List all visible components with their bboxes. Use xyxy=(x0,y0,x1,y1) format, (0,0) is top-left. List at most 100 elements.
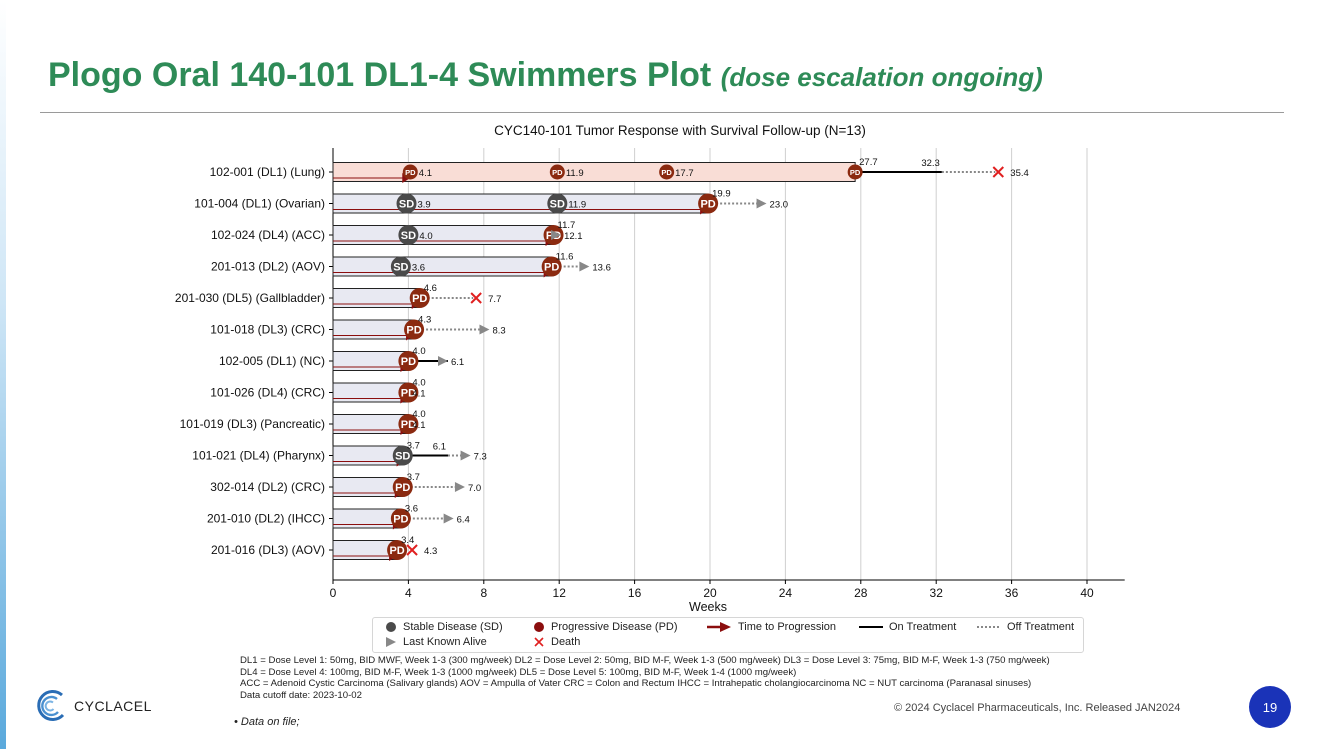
patient-label: 101-018 (DL3) (CRC) xyxy=(210,323,325,337)
sd-marker xyxy=(398,225,419,245)
sd-marker xyxy=(547,193,568,214)
pd-marker-icon xyxy=(534,622,544,632)
legend-label-pd: Progressive Disease (PD) xyxy=(551,621,678,633)
patient-label: 102-001 (DL1) (Lung) xyxy=(210,165,325,179)
patient-label: 201-010 (DL2) (IHCC) xyxy=(207,512,325,526)
treatment-bar xyxy=(332,382,409,403)
marker-label: SD xyxy=(401,230,416,242)
patient-label: 201-013 (DL2) (AOV) xyxy=(211,260,325,274)
treatment-bar xyxy=(332,225,555,245)
note-line: DL4 = Dose Level 4: 100mg, BID M-F, Week… xyxy=(240,666,797,678)
assessment-value-label: 4.6 xyxy=(424,283,437,294)
legend-label-ttp: Time to Progression xyxy=(738,621,837,633)
treatment-bar xyxy=(332,256,553,277)
on-treatment-end-label: 32.3 xyxy=(921,158,940,169)
assessment-value-label: 4.0 xyxy=(412,346,425,357)
legend-label-alive: Last Known Alive xyxy=(403,636,487,648)
marker-label: PD xyxy=(401,419,416,431)
patient-label: 101-026 (DL4) (CRC) xyxy=(210,386,325,400)
followup-end-label: 12.1 xyxy=(564,231,583,242)
assessment-value-label: 3.4 xyxy=(401,535,414,546)
slide-title-main: Plogo Oral 140-101 DL1-4 Swimmers Plot xyxy=(48,56,712,94)
sd-marker-icon xyxy=(386,622,396,632)
treatment-bar xyxy=(332,193,709,214)
marker-label: SD xyxy=(395,451,410,463)
assessment-value-label: 17.7 xyxy=(675,168,694,179)
followup-end-label: 7.7 xyxy=(488,294,501,305)
legend-label-sd: Stable Disease (SD) xyxy=(403,621,503,633)
ttp-arrow-icon xyxy=(707,622,731,632)
last-known-alive-marker xyxy=(479,324,490,335)
x-tick-label: 8 xyxy=(480,586,487,600)
pd-marker xyxy=(392,477,413,497)
marker-label: PD xyxy=(406,325,421,337)
sd-marker xyxy=(392,445,413,466)
marker-label: PD xyxy=(405,168,416,177)
assessment-value-label: 4.3 xyxy=(418,315,431,326)
assessment-value-label: 11.9 xyxy=(566,168,584,179)
last-known-alive-marker xyxy=(551,230,562,240)
legend-item-sd: Stable Disease (SD) xyxy=(385,621,503,633)
assessment-value-label: 3.6 xyxy=(405,504,418,515)
company-logo: CYCLACEL xyxy=(32,687,152,725)
last-known-alive-marker xyxy=(437,356,448,366)
marker-label: PD xyxy=(700,199,715,211)
death-marker xyxy=(406,544,418,556)
marker-label: SD xyxy=(399,199,414,211)
pd-marker xyxy=(541,256,562,277)
slide-title: Plogo Oral 140-101 DL1-4 Swimmers Plot (… xyxy=(48,56,1043,95)
followup-end-label: 4.1 xyxy=(412,389,425,400)
legend-item-off-treatment: Off Treatment xyxy=(977,621,1074,633)
note-line: ACC = Adenoid Cystic Carcinoma (Salivary… xyxy=(240,678,1032,689)
pd-marker xyxy=(398,351,419,371)
marker-label: PD xyxy=(544,262,559,274)
patient-label: 101-019 (DL3) (Pancreatic) xyxy=(180,417,325,431)
death-marker xyxy=(470,292,482,304)
pd-marker xyxy=(847,164,863,180)
pd-marker xyxy=(409,288,430,308)
page-number-badge: 19 xyxy=(1249,686,1291,728)
cyclacel-logo-icon xyxy=(37,690,65,721)
assessment-value-label: 27.7 xyxy=(859,157,878,168)
logo-text: CYCLACEL xyxy=(74,698,152,714)
swimmer-chart: CYC140-101 Tumor Response with Survival … xyxy=(175,123,1125,614)
assessment-value-label: 3.7 xyxy=(407,472,420,483)
assessment-value-label: 3.7 xyxy=(407,441,420,452)
footnote: • Data on file; xyxy=(234,716,300,728)
assessment-value-label: 3.6 xyxy=(412,263,425,274)
patient-label: 102-024 (DL4) (ACC) xyxy=(211,228,325,242)
followup-end-label: 23.0 xyxy=(770,200,789,211)
x-tick-label: 28 xyxy=(854,586,868,600)
followup-end-label: 7.0 xyxy=(468,483,481,494)
marker-label: PD xyxy=(552,168,563,177)
followup-end-label: 4.3 xyxy=(424,546,437,557)
sd-marker xyxy=(396,193,417,214)
marker-label: SD xyxy=(550,199,565,211)
pd-marker xyxy=(387,540,408,560)
last-known-alive-icon xyxy=(386,637,396,647)
sd-marker xyxy=(390,256,411,277)
treatment-bar xyxy=(332,319,415,340)
off-treatment-line-icon xyxy=(977,626,1001,628)
treatment-bar xyxy=(332,508,402,529)
assessment-value-label: 11.9 xyxy=(568,200,586,211)
pd-marker xyxy=(398,414,419,434)
marker-label: PD xyxy=(401,356,416,368)
legend-label-death: Death xyxy=(551,636,581,648)
patient-label: 101-021 (DL4) (Pharynx) xyxy=(192,449,325,463)
x-tick-label: 16 xyxy=(628,586,642,600)
x-tick-label: 4 xyxy=(405,586,412,600)
last-known-alive-marker xyxy=(454,482,465,492)
marker-label: PD xyxy=(395,482,410,494)
pd-marker xyxy=(398,382,419,403)
patient-label: 302-014 (DL2) (CRC) xyxy=(210,480,325,494)
followup-end-label: 4.1 xyxy=(412,420,425,431)
note-line: DL1 = Dose Level 1: 50mg, BID MWF, Week … xyxy=(240,655,1050,666)
patient-label: 101-004 (DL1) (Ovarian) xyxy=(194,197,325,211)
marker-label: PD xyxy=(393,514,408,526)
title-divider xyxy=(40,112,1284,113)
followup-end-label: 8.3 xyxy=(492,326,505,337)
x-tick-label: 0 xyxy=(330,586,337,600)
marker-label: PD xyxy=(401,388,416,400)
death-cross-icon xyxy=(534,637,544,647)
